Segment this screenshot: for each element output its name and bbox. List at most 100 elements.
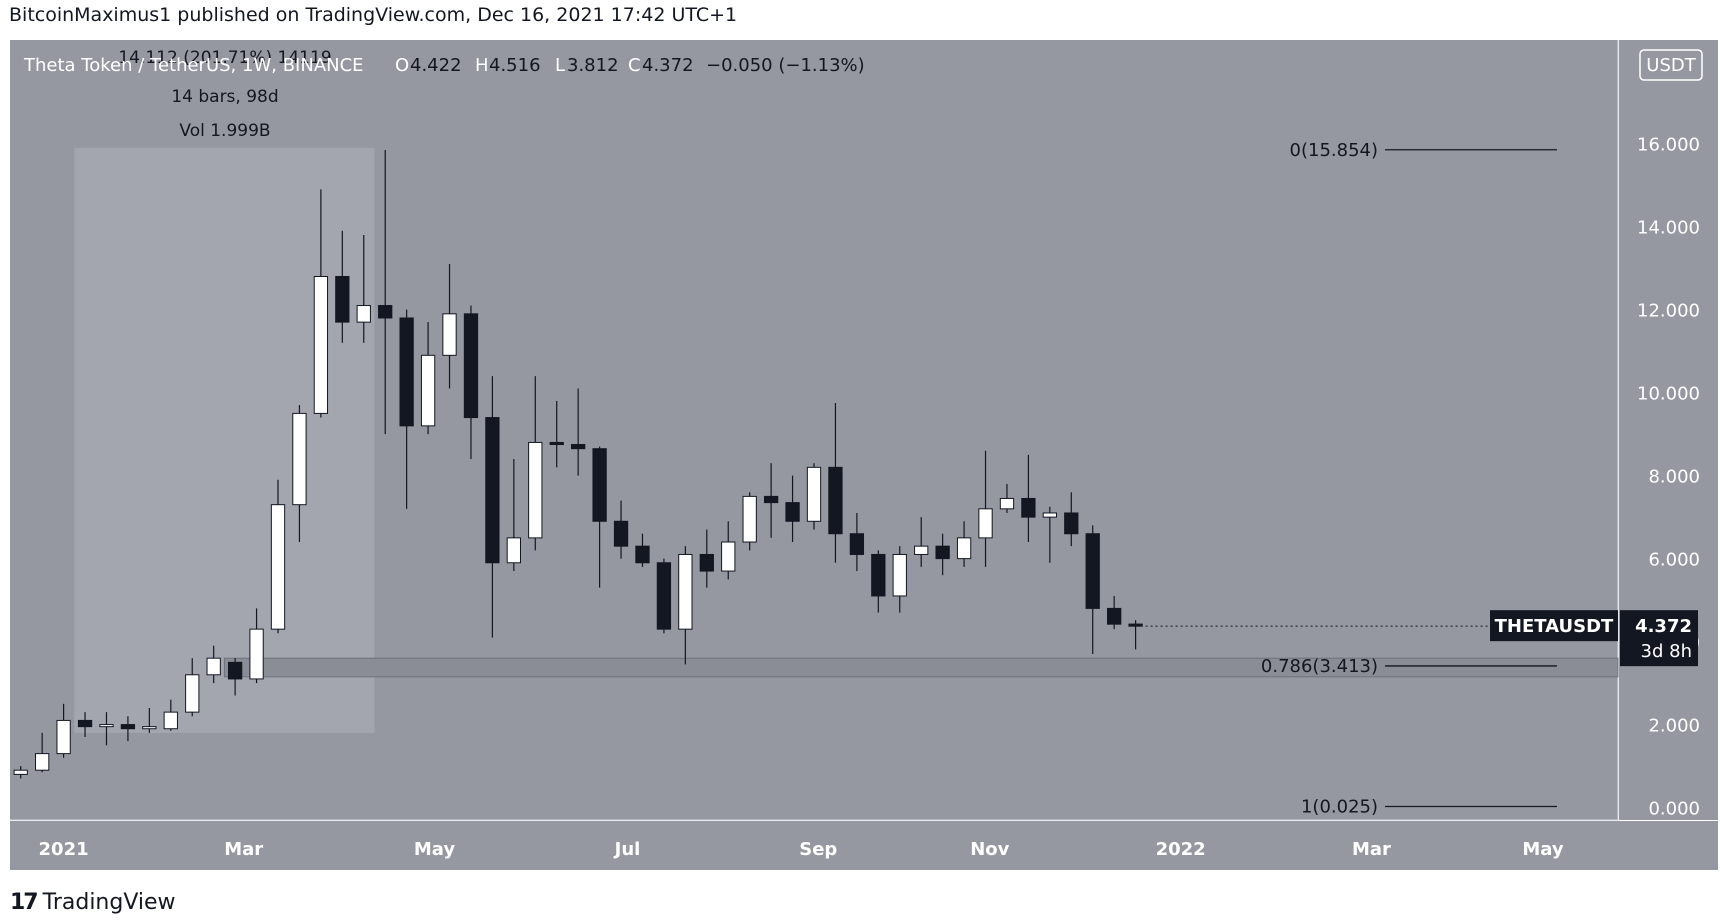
candle-body — [292, 412, 307, 506]
candle-body — [935, 545, 950, 560]
candle-body — [635, 545, 650, 564]
candle-body — [463, 313, 479, 419]
candle-body — [185, 674, 200, 713]
candle-body — [592, 448, 607, 522]
candle-body — [613, 520, 629, 547]
candle-body — [656, 562, 672, 630]
y-tick-label: 12.000 — [1637, 301, 1700, 322]
candle-body — [978, 508, 993, 539]
price-axis-background[interactable] — [1619, 40, 1718, 820]
candle-body — [549, 441, 564, 446]
legend-close-value: 4.372 — [642, 55, 694, 76]
candle-body — [35, 753, 50, 771]
price-label-symbol-box — [1490, 610, 1618, 642]
candle-body — [249, 628, 264, 680]
price-label-countdown: 3d 8h — [1641, 641, 1692, 662]
legend-open-value: 4.422 — [410, 55, 462, 76]
candle-body — [678, 553, 693, 630]
x-tick-label: May — [1522, 839, 1564, 860]
candle-body — [1085, 533, 1100, 609]
candle-body — [270, 504, 286, 630]
candle-body — [871, 553, 886, 597]
candle-body — [313, 275, 329, 414]
legend-high-value: 4.516 — [489, 55, 541, 76]
candle-body — [528, 441, 543, 539]
measure-line2: 14 bars, 98d — [171, 87, 278, 107]
candle-body — [13, 769, 28, 775]
candle-body — [1128, 623, 1143, 627]
y-tick-label: 14.000 — [1637, 218, 1700, 239]
x-tick-label: Nov — [970, 839, 1009, 860]
legend-close-label: C — [628, 55, 641, 76]
support-zone — [223, 657, 1619, 678]
tradingview-brand: TradingView — [42, 890, 176, 915]
candle-body — [227, 661, 243, 680]
candle-body — [163, 711, 178, 730]
candle-body — [1107, 607, 1122, 625]
candle-body — [828, 466, 843, 535]
legend-open-label: O — [395, 55, 409, 76]
candle-body — [806, 466, 822, 522]
candle-body — [120, 724, 136, 730]
y-tick-label: 6.000 — [1648, 550, 1700, 571]
price-label-value: 4.372 — [1635, 616, 1692, 637]
x-tick-label: Sep — [799, 839, 837, 860]
candle-body — [77, 719, 93, 728]
candle-body — [356, 305, 371, 323]
candle-body — [999, 497, 1015, 510]
currency-badge[interactable]: USDT — [1646, 55, 1696, 76]
legend-high-label: H — [475, 55, 489, 76]
y-tick-label: 16.000 — [1637, 135, 1700, 156]
candle-body — [849, 533, 865, 555]
tradingview-footer[interactable]: 17 TradingView — [10, 890, 176, 915]
candle-body — [378, 305, 393, 319]
y-tick-label: 8.000 — [1648, 467, 1700, 488]
legend-low-value: 3.812 — [567, 55, 619, 76]
x-tick-label: Jul — [613, 839, 641, 860]
candle-body — [721, 541, 736, 572]
candle-body — [763, 495, 779, 504]
candle-body — [699, 553, 714, 572]
x-tick-label: Mar — [1352, 839, 1391, 860]
candle-body — [420, 354, 436, 427]
measure-line3: Vol 1.999B — [179, 121, 270, 141]
candle-body — [785, 502, 800, 522]
price-label-symbol: THETAUSDT — [1495, 616, 1614, 637]
currency-badge-box[interactable] — [1639, 49, 1703, 81]
y-tick-label: 10.000 — [1637, 384, 1700, 405]
measure-box — [74, 147, 375, 733]
legend-symbol: Theta Token / TetherUS, 1W, BINANCE — [23, 55, 364, 76]
measure-line1: 14.112 (201.71%) 14119 — [118, 48, 331, 68]
candle-body — [956, 537, 972, 560]
publisher-line: BitcoinMaximus1 published on TradingView… — [9, 4, 738, 26]
y-tick-label: 2.000 — [1648, 716, 1700, 737]
candle-body — [142, 726, 157, 730]
y-tick-label: 0.000 — [1648, 799, 1700, 820]
x-tick-label: May — [414, 839, 456, 860]
x-tick-label: Mar — [224, 839, 263, 860]
x-tick-label: 2022 — [1156, 839, 1206, 860]
candle-body — [99, 724, 114, 728]
tradingview-logo-icon: 17 — [10, 890, 39, 915]
time-axis-background[interactable] — [10, 821, 1718, 870]
candle-body — [1042, 512, 1057, 518]
legend-low-label: L — [555, 55, 565, 76]
x-tick-label: 2021 — [39, 839, 89, 860]
candle-body — [1021, 497, 1036, 518]
candle-body — [892, 553, 907, 597]
candle-body — [56, 719, 71, 755]
candle-body — [742, 495, 757, 543]
candle-body — [335, 275, 350, 323]
fib-level-label: 0(15.854) — [1290, 140, 1378, 161]
candle-body — [206, 657, 221, 676]
fib-level-label: 0.786(3.413) — [1261, 656, 1378, 677]
candle-body — [485, 417, 500, 564]
candle-body — [1064, 512, 1079, 535]
candle-body — [506, 537, 521, 564]
fib-level-label: 1(0.025) — [1301, 797, 1378, 818]
candle-body — [571, 444, 586, 450]
price-label-box — [1620, 610, 1698, 667]
candle-body — [442, 313, 457, 356]
candle-body — [914, 545, 929, 555]
